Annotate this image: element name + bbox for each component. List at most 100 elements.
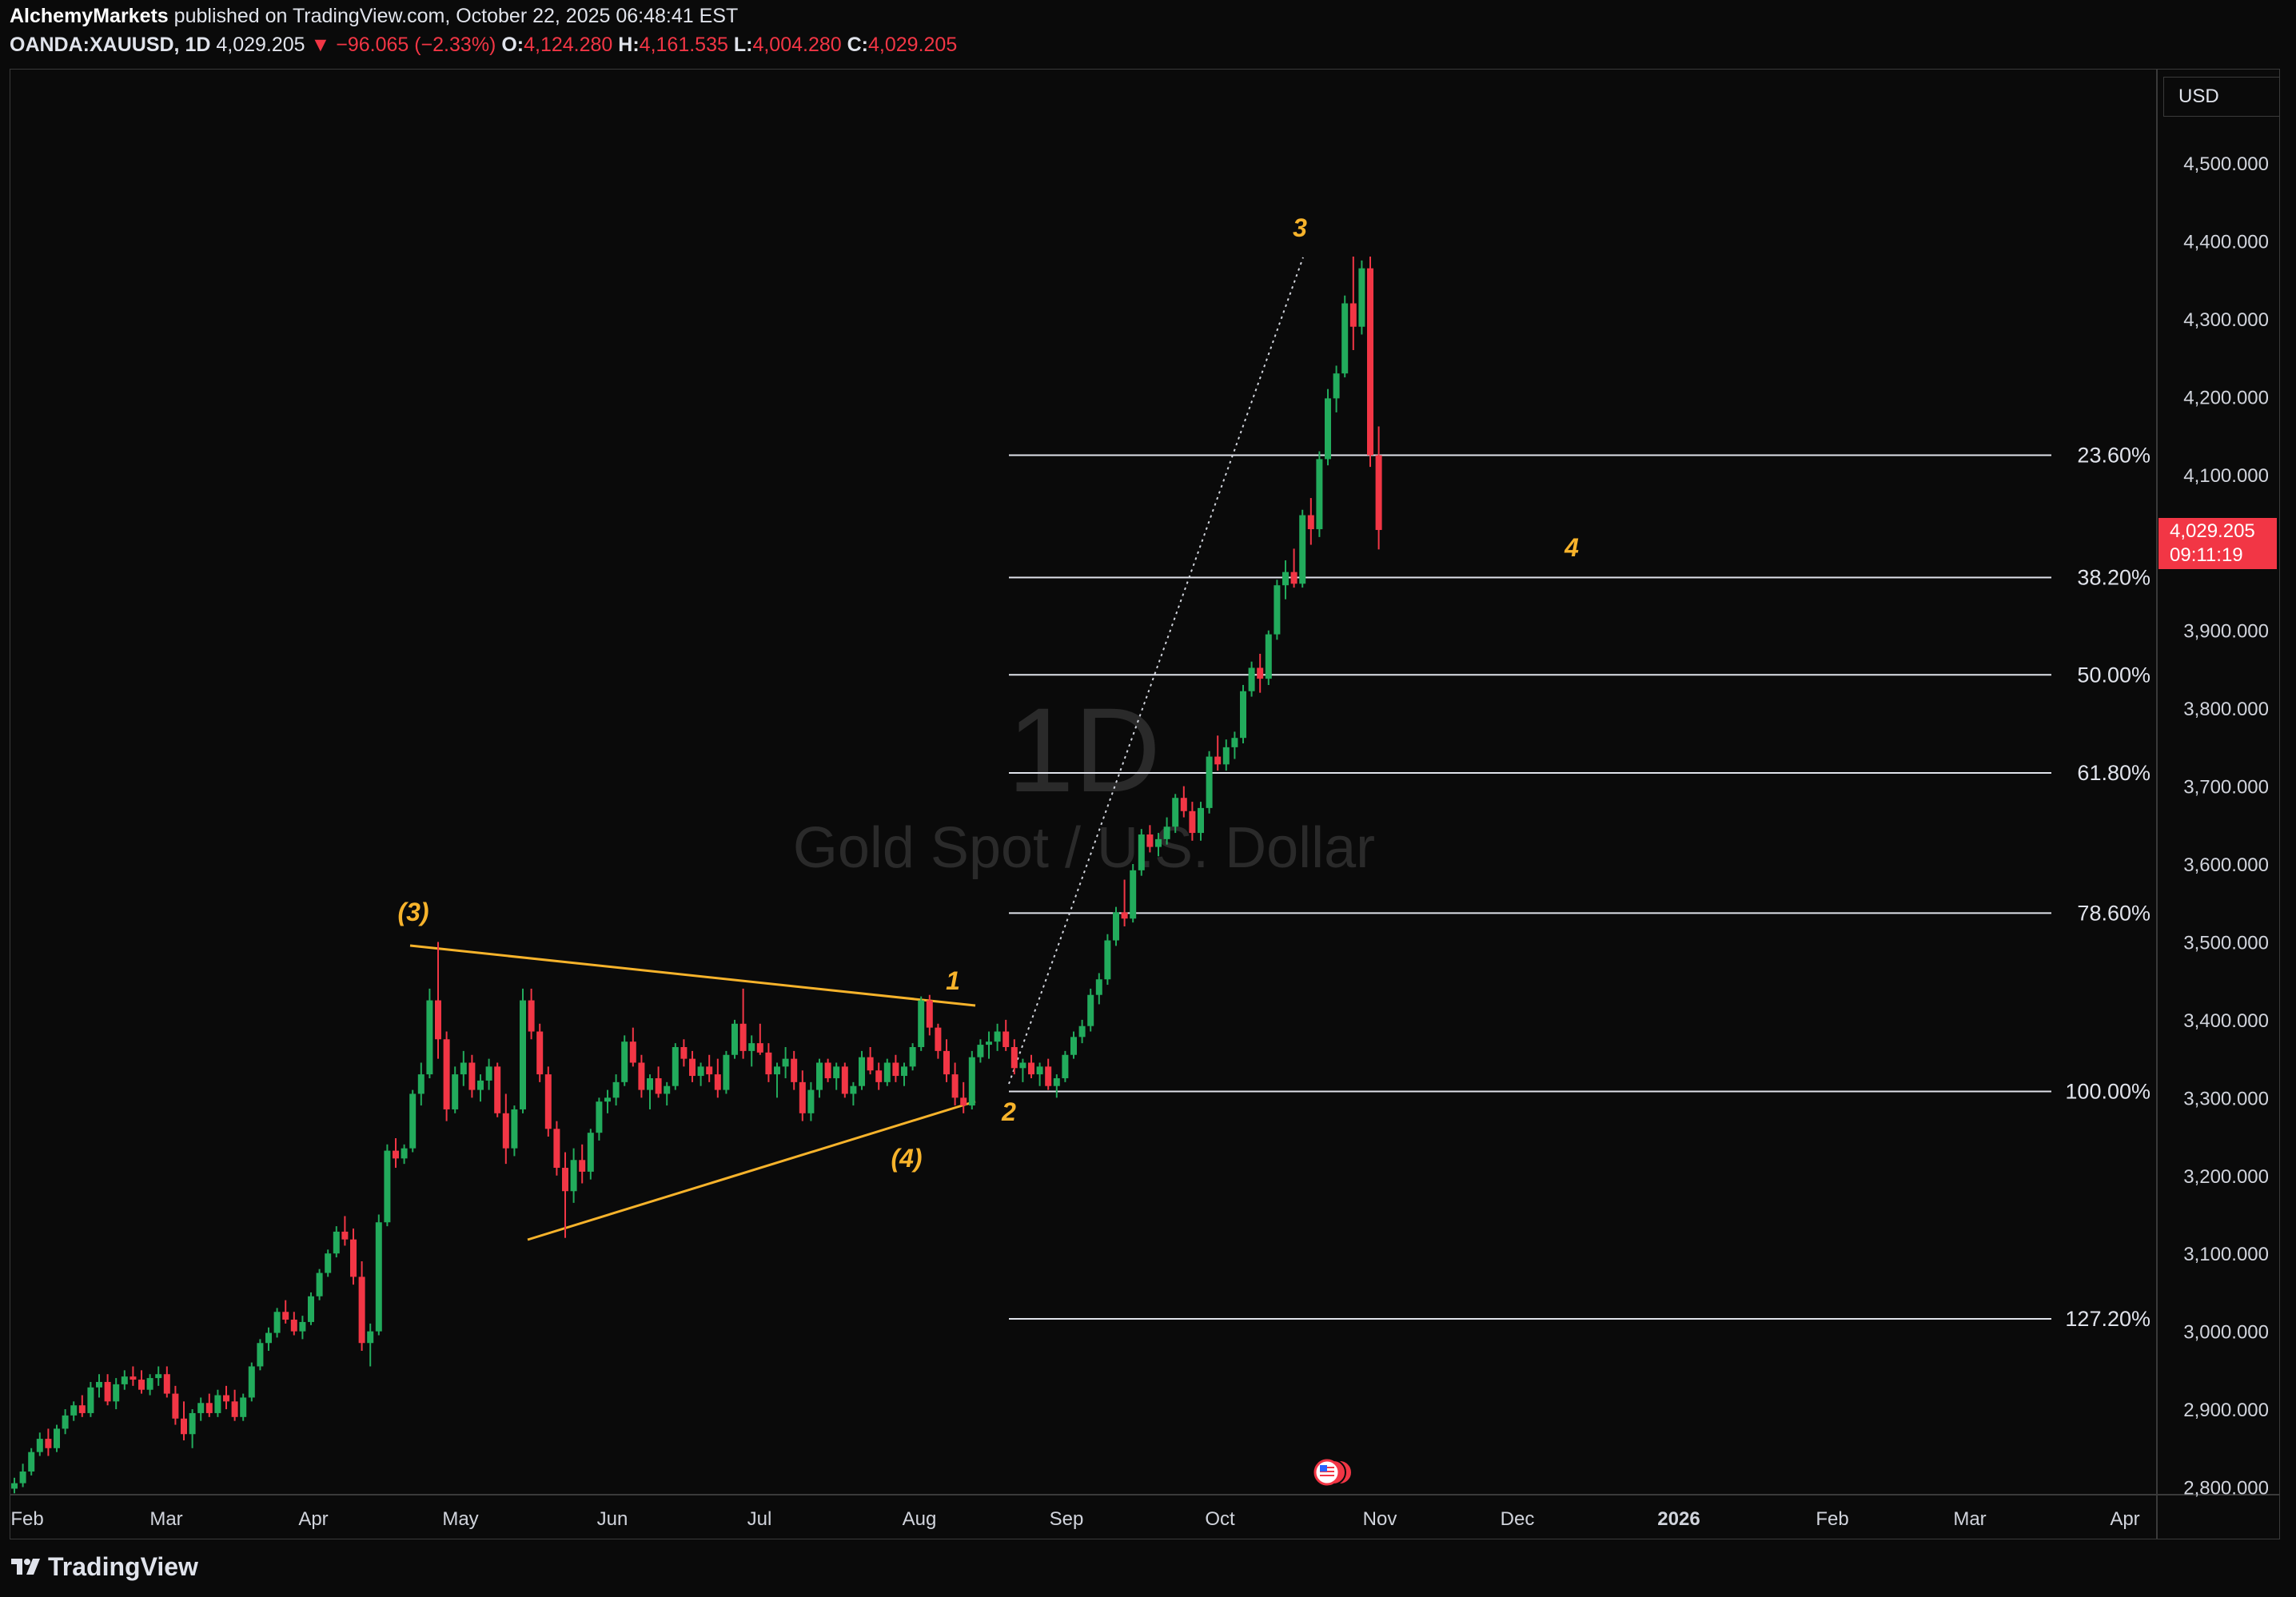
candle-body	[1104, 940, 1111, 980]
candle-body	[807, 1089, 815, 1113]
candle-body	[977, 1045, 984, 1057]
candle-body	[1367, 268, 1373, 456]
price-axis-tick-label: 3,500.000	[2183, 932, 2269, 954]
candle-body	[316, 1272, 323, 1296]
candle-body	[417, 1074, 425, 1094]
candle-body	[325, 1253, 332, 1273]
candle-body	[54, 1428, 60, 1448]
price-change: ▼ −96.065 (−2.33%)	[310, 34, 496, 56]
price-axis[interactable]: 4,500.000 4,400.000 4,300.000 4,200.000 4,10…	[2183, 153, 2269, 1499]
candle-body	[528, 1000, 535, 1032]
candle-body	[739, 1023, 747, 1051]
fib-level-label: 38.20%	[2077, 565, 2151, 589]
candle-body	[1307, 515, 1314, 530]
candle-body	[282, 1312, 289, 1320]
low-label: L:	[733, 34, 753, 56]
candle-body	[638, 1062, 645, 1090]
price-axis-tick-label: 4,400.000	[2183, 232, 2269, 253]
candle-body	[1045, 1066, 1052, 1086]
fib-level-label: 127.20%	[2065, 1307, 2151, 1331]
fib-retracement[interactable]: 23.60% 38.20% 50.00% 61.80% 78.60% 100.00% 127…	[1009, 444, 2151, 1332]
wave-3-dotted-line[interactable]	[1008, 257, 1304, 1085]
economic-event-flag-icon[interactable]	[1313, 1456, 1354, 1488]
candle-body	[833, 1066, 840, 1078]
publish-info: AlchemyMarkets published on TradingView.…	[10, 5, 738, 28]
candle-body	[426, 1000, 433, 1075]
candle-body	[273, 1312, 281, 1333]
candle-body	[502, 1113, 509, 1149]
candle-body	[121, 1376, 128, 1384]
candle-body	[824, 1062, 831, 1078]
candle-body	[553, 1129, 560, 1169]
candle-body	[452, 1074, 459, 1109]
price-axis-tick-label: 3,700.000	[2183, 777, 2269, 798]
published-text: published on TradingView.com, October 22…	[173, 5, 739, 27]
watermark-interval: 1D	[1007, 683, 1161, 817]
close-value: 4,029.205	[868, 34, 958, 56]
last-price: 4,029.205	[216, 34, 305, 56]
candle-body	[290, 1320, 297, 1332]
wave-label: (3)	[397, 898, 429, 926]
candle-body	[257, 1343, 264, 1367]
candle-body	[731, 1023, 738, 1055]
price-axis-tick-label: 3,300.000	[2183, 1088, 2269, 1109]
candle-body	[612, 1081, 620, 1098]
candle-body	[968, 1057, 975, 1106]
candle-body	[367, 1331, 374, 1344]
wave-label: 1	[946, 966, 960, 995]
candle-body	[443, 1039, 450, 1109]
time-axis-tick-label: Apr	[298, 1508, 328, 1530]
candle-body	[384, 1150, 391, 1223]
time-axis[interactable]: Feb Mar Apr May Jun Jul Aug Sep Oct Nov Dec 2026 Feb…	[10, 1508, 2139, 1530]
price-axis-tick-label: 3,400.000	[2183, 1010, 2269, 1032]
candle-body	[240, 1397, 247, 1417]
candle-body	[892, 1062, 899, 1077]
triangle-upper-trendline[interactable]	[409, 944, 976, 1007]
candle-body	[87, 1387, 94, 1413]
candle-body	[706, 1066, 713, 1075]
candle-body	[1113, 912, 1119, 941]
time-axis-tick-label: Jun	[597, 1508, 628, 1530]
currency-button[interactable]: USD	[2163, 77, 2280, 117]
candle-body	[579, 1160, 586, 1172]
candle-body	[850, 1085, 857, 1094]
candle-body	[435, 1000, 441, 1040]
low-value: 4,004.280	[752, 34, 842, 56]
candle-body	[1189, 810, 1196, 834]
candle-body	[935, 1027, 942, 1051]
candle-body	[1198, 807, 1204, 834]
publisher-name[interactable]: AlchemyMarkets	[10, 5, 169, 27]
tradingview-logo[interactable]: TradingView	[10, 1551, 198, 1583]
candle-body	[223, 1395, 229, 1402]
candle-body	[604, 1097, 611, 1102]
candle-body	[1155, 838, 1162, 847]
candle-body	[1180, 798, 1187, 811]
candle-body	[36, 1439, 43, 1452]
candle-body	[1019, 1062, 1026, 1069]
time-axis-tick-label: Feb	[1816, 1508, 1848, 1530]
wave-drawings[interactable]	[409, 257, 1304, 1241]
candle-body	[1375, 455, 1382, 531]
fib-level-label: 50.00%	[2077, 663, 2151, 687]
candle-body	[926, 1000, 933, 1028]
candle-body	[78, 1405, 86, 1413]
fib-level-label: 61.80%	[2077, 761, 2151, 785]
candle-body	[587, 1133, 594, 1172]
candle-body	[960, 1097, 967, 1106]
price-axis-tick-label: 3,000.000	[2183, 1322, 2269, 1344]
time-axis-tick-label: Nov	[1363, 1508, 1397, 1530]
candle-body	[1172, 798, 1179, 827]
symbol-name[interactable]: OANDA:XAUUSD, 1D	[10, 34, 211, 56]
candle-body	[1138, 834, 1145, 870]
candle-body	[799, 1081, 806, 1113]
price-chart[interactable]: 1D Gold Spot / U.S. Dollar 23.60% 38.20% 5…	[0, 0, 2296, 1551]
candle-body	[774, 1066, 780, 1075]
candle-body	[1282, 571, 1289, 586]
candle-body	[248, 1366, 255, 1398]
candle-body	[155, 1374, 162, 1379]
triangle-lower-trendline[interactable]	[527, 1100, 976, 1241]
wave-labels: (3) (4) 1 2 3 4	[397, 213, 1579, 1173]
candle-body	[867, 1057, 874, 1071]
price-tag-value: 4,029.205	[2170, 520, 2255, 542]
candle-body	[358, 1276, 365, 1344]
